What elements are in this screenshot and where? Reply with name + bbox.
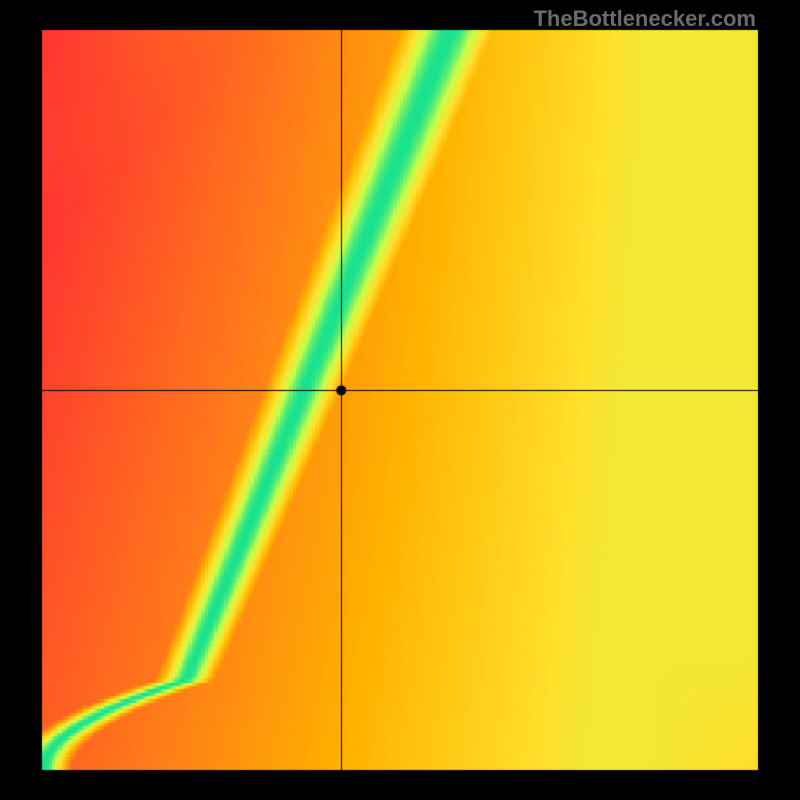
- watermark-text: TheBottlenecker.com: [533, 6, 756, 32]
- heatmap-canvas: [0, 0, 800, 800]
- chart-container: TheBottlenecker.com: [0, 0, 800, 800]
